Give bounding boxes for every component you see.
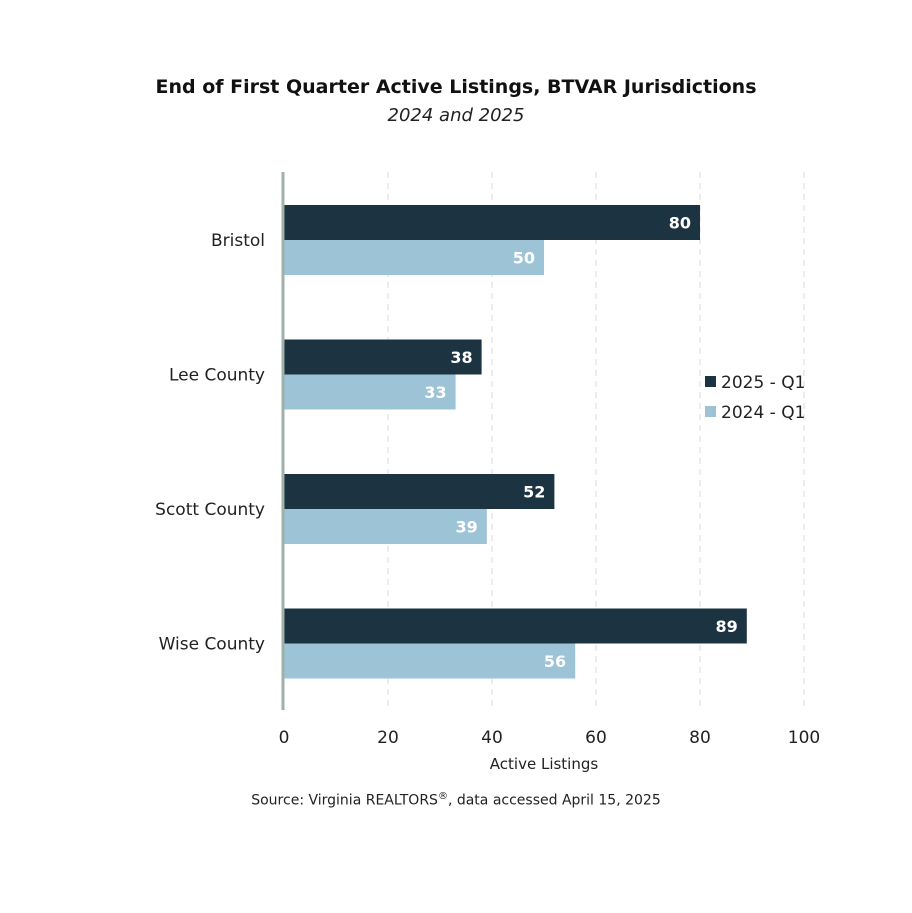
legend-swatch (705, 406, 716, 417)
category-label: Scott County (155, 500, 265, 520)
data-label: 56 (544, 652, 566, 671)
x-tick-label: 0 (279, 728, 290, 748)
bar (284, 205, 700, 240)
category-label: Wise County (159, 635, 265, 655)
bar (284, 374, 456, 410)
category-label: Bristol (211, 231, 265, 251)
data-label: 89 (716, 617, 738, 636)
bar (284, 474, 555, 509)
data-label: 38 (450, 348, 472, 367)
legend-label: 2025 - Q1 (721, 373, 805, 393)
data-label: 39 (456, 518, 478, 537)
legend-label: 2024 - Q1 (721, 403, 805, 423)
x-tick-label: 40 (481, 728, 503, 748)
x-tick-label: 20 (377, 728, 399, 748)
x-axis-title: Active Listings (490, 755, 599, 773)
data-label: 50 (513, 249, 535, 268)
bar (284, 339, 482, 375)
category-label: Lee County (169, 366, 265, 386)
x-tick-label: 60 (585, 728, 607, 748)
x-tick-label: 100 (788, 728, 820, 748)
data-label: 33 (424, 383, 446, 402)
bar (284, 240, 544, 275)
bar (284, 643, 576, 679)
x-tick-label: 80 (689, 728, 711, 748)
source-suffix: , data accessed April 15, 2025 (447, 792, 661, 809)
bar (284, 509, 487, 544)
data-label: 52 (523, 483, 545, 502)
bar (284, 608, 747, 644)
data-label: 80 (669, 214, 691, 233)
chart-subtitle: 2024 and 2025 (387, 105, 525, 126)
source-note: Source: Virginia REALTORS®, data accesse… (0, 791, 912, 809)
source-text: Source: Virginia REALTORS (251, 792, 438, 809)
registered-mark: ® (437, 791, 448, 802)
legend-swatch (705, 376, 716, 387)
chart-title: End of First Quarter Active Listings, BT… (155, 76, 757, 98)
